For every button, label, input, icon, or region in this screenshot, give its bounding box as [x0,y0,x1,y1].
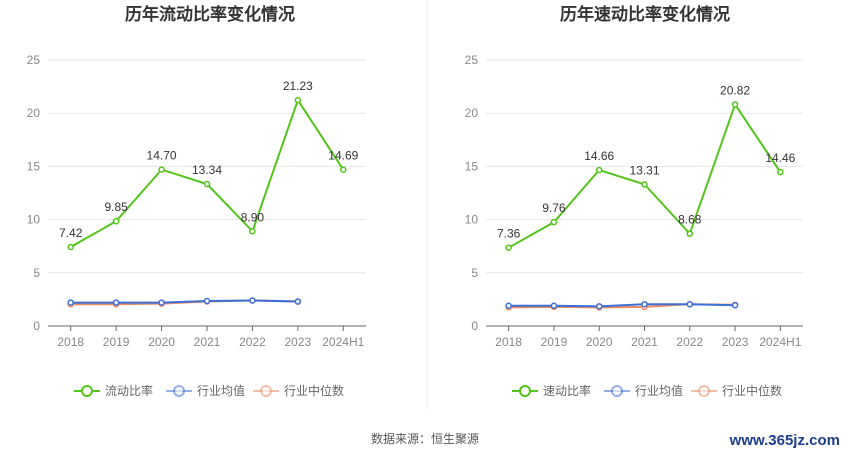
data-point [505,302,512,310]
legend-label: 行业中位数 [284,383,344,398]
legend-label: 行业中位数 [722,383,782,398]
x-tick-label: 2022 [239,335,266,349]
legend-marker [260,385,272,397]
data-point [203,180,211,188]
data-point [550,302,558,310]
y-tick-label: 25 [465,53,479,67]
y-tick-label: 5 [33,266,40,280]
data-point [67,299,74,306]
data-point [731,101,739,108]
data-label: 7.36 [497,227,521,241]
x-tick-label: 2018 [495,335,522,349]
y-tick-label: 5 [471,266,478,280]
data-label: 13.34 [192,163,222,177]
data-label: 7.42 [59,226,83,240]
legend-marker [611,385,623,397]
data-label: 21.23 [283,79,313,93]
data-label: 13.31 [629,163,659,177]
x-tick-label: 2023 [285,335,312,349]
watermark: www.365jz.com [729,432,840,449]
data-label: 14.66 [584,149,614,163]
x-tick-label: 2021 [194,335,221,349]
legend-marker [81,385,93,397]
data-label: 9.85 [104,200,128,214]
data-point [340,166,347,173]
data-point [294,96,302,104]
x-tick-label: 2024H1 [322,335,364,349]
data-point [158,166,165,173]
data-point [550,218,558,226]
y-tick-label: 0 [33,319,40,333]
data-source: 数据来源：恒生聚源 [370,432,479,446]
chart-title: 历年流动比率变化情况 [125,4,295,24]
y-tick-label: 25 [27,53,41,67]
data-point [203,297,211,305]
x-tick-label: 2018 [57,335,84,349]
data-label: 9.76 [542,201,566,215]
data-point [158,299,165,306]
y-tick-label: 10 [27,213,41,227]
data-point [67,243,74,251]
y-tick-label: 20 [465,106,479,120]
x-tick-label: 2024H1 [759,335,801,349]
y-tick-label: 20 [27,106,41,120]
legend-marker [698,385,710,397]
legend-label: 速动比率 [543,383,591,398]
data-point [641,181,648,188]
data-point [686,300,694,308]
data-point [595,303,603,310]
data-point [686,230,694,237]
data-label: 14.46 [765,151,795,165]
legend-label: 行业均值 [635,383,683,398]
y-tick-label: 15 [465,159,479,173]
data-label: 14.70 [147,149,177,163]
y-tick-label: 0 [471,319,478,333]
data-point [249,297,256,304]
data-point [641,300,648,308]
data-point [112,217,120,225]
x-tick-label: 2021 [631,335,658,349]
series-line [70,299,298,304]
data-label: 8.90 [241,210,265,224]
legend-label: 行业均值 [197,383,245,398]
data-point [731,302,739,309]
data-point [294,298,302,305]
legend-label: 流动比率 [105,383,153,398]
data-label: 20.82 [720,83,750,97]
series-line [508,303,736,308]
data-point [777,168,784,176]
x-tick-label: 2020 [586,335,613,349]
legend-marker [173,385,185,397]
data-point [505,244,512,251]
x-tick-label: 2023 [722,335,749,349]
x-tick-label: 2019 [541,335,568,349]
x-tick-label: 2020 [148,335,175,349]
y-tick-label: 15 [27,159,41,173]
legend-marker [519,385,531,397]
x-tick-label: 2019 [103,335,130,349]
x-tick-label: 2022 [676,335,703,349]
data-label: 8.68 [678,213,702,227]
y-tick-label: 10 [465,213,479,227]
data-point [112,299,120,306]
chart-title: 历年速动比率变化情况 [560,4,730,24]
data-label: 14.69 [328,149,358,163]
data-point [249,228,256,235]
data-point [595,166,603,174]
